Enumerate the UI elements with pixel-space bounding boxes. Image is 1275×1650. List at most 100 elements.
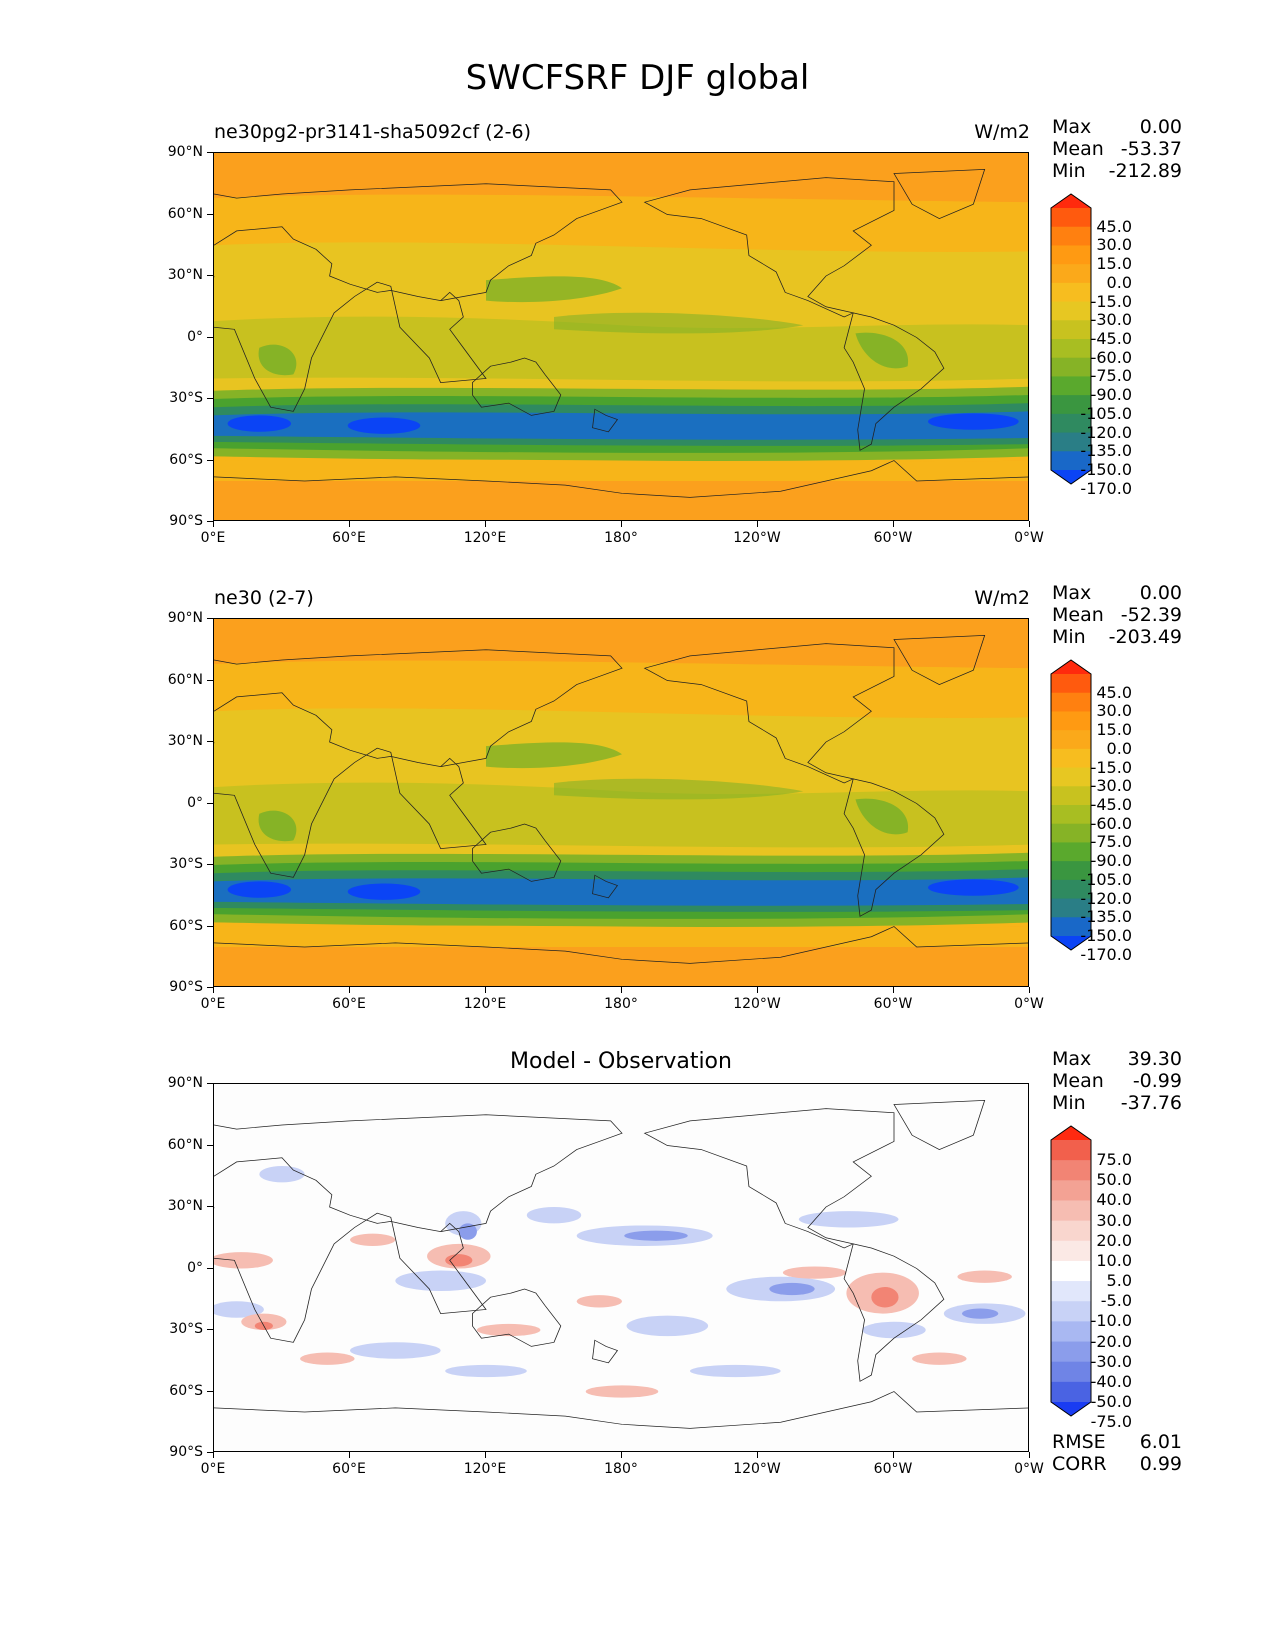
colorbar-outline (1050, 1125, 1092, 1417)
colorbar-bin (1051, 264, 1091, 284)
colorbar-bin (1051, 861, 1091, 881)
stat-min: Min -203.49 (1052, 626, 1182, 648)
colorbar-bin (1051, 1220, 1091, 1242)
coastline (214, 649, 623, 767)
lat-tick (207, 925, 213, 927)
colorbar-extend-bottom (1051, 1402, 1091, 1416)
colorbar-bin (1051, 1180, 1091, 1202)
colorbar-label: -15.0 (1090, 291, 1132, 311)
colorbar-label: -30.0 (1090, 776, 1132, 796)
colorbar-label: 30.0 (1096, 701, 1132, 721)
colorbar-label: -90.0 (1090, 851, 1132, 871)
colorbar-bin (1051, 1200, 1091, 1222)
lat-tick-label: 90°N (167, 610, 203, 626)
field-anomaly (350, 1342, 441, 1359)
field-anomaly (782, 1266, 847, 1279)
colorbar-label: 45.0 (1096, 682, 1132, 702)
lon-tick-label: 180° (604, 530, 638, 546)
colorbar-bin (1051, 301, 1091, 321)
field-anomaly (962, 1308, 999, 1319)
lat-tick-label: 0° (187, 328, 203, 345)
coastline (643, 643, 895, 784)
field-band (486, 742, 622, 769)
coastline (214, 1114, 623, 1232)
lat-tick-label: 30°S (169, 1321, 203, 1337)
stat-mean: Mean -53.37 (1052, 138, 1182, 160)
coastline (643, 1108, 895, 1249)
colorbar-label: -120.0 (1080, 888, 1132, 908)
lon-tick-label: 60°W (873, 530, 913, 546)
colorbar-label: -60.0 (1090, 347, 1132, 367)
colorbar-label: 40.0 (1096, 1190, 1132, 1210)
panel-2-title: ne30 (2-7) (214, 587, 314, 609)
lon-tick-label: 120°W (733, 1461, 781, 1477)
lon-tick-label: 60°W (873, 1461, 913, 1477)
colorbar-bin (1051, 413, 1091, 434)
lat-tick (207, 152, 213, 153)
colorbar-label: -30.0 (1090, 1351, 1132, 1371)
colorbar-outline (1050, 193, 1092, 485)
colorbar-label: 30.0 (1096, 235, 1132, 255)
colorbar-label: -135.0 (1080, 441, 1132, 461)
colorbar-bin (1051, 674, 1091, 694)
field-anomaly (476, 1323, 541, 1337)
panel-2-map (213, 618, 1029, 987)
panel-3-colorbar: 75.0 50.0 40.0 30.0 20.0 10.0 5.0 -5.0 -10.0 -20.… (1050, 1125, 1132, 1430)
colorbar-bin (1051, 1341, 1091, 1363)
lon-tick-label: 180° (604, 996, 638, 1012)
lat-tick-label: 60°S (169, 451, 203, 468)
lat-tick (207, 1452, 213, 1453)
colorbar-label: -90.0 (1090, 385, 1132, 405)
colorbar-bin (1051, 395, 1091, 415)
coastline (843, 778, 945, 917)
lon-tick (485, 1452, 486, 1458)
lon-tick-label: 120°W (733, 530, 781, 546)
lat-tick (207, 521, 213, 522)
panel-1-title: ne30pg2-pr3141-sha5092cf (2-6) (214, 121, 532, 143)
lon-tick (213, 521, 214, 527)
colorbar-bin (1051, 282, 1091, 303)
field-anomaly (259, 1166, 305, 1183)
stat-mean: Mean -0.99 (1052, 1070, 1182, 1092)
lat-tick (207, 987, 213, 988)
colorbar-bin (1051, 376, 1091, 396)
coastline (472, 357, 562, 416)
coastline (843, 1243, 945, 1382)
field-anomaly (241, 1313, 287, 1330)
colorbar-label: 15.0 (1096, 254, 1132, 274)
colorbar-label: -150.0 (1080, 460, 1132, 479)
colorbar-label: -40.0 (1090, 1371, 1132, 1391)
lon-tick (757, 521, 758, 527)
colorbar-bin (1051, 1160, 1091, 1181)
field-band (214, 782, 1028, 848)
field-anomaly (912, 1352, 967, 1365)
colorbar-label: 20.0 (1096, 1230, 1132, 1250)
panel-1-map-field (214, 153, 1028, 520)
colorbar-label: -75.0 (1090, 832, 1132, 852)
colorbar-bin (1051, 432, 1091, 452)
stat-mean: Mean -52.39 (1052, 604, 1182, 626)
colorbar-bin (1051, 823, 1091, 844)
field-anomaly (928, 413, 1019, 430)
colorbar-bin (1051, 842, 1091, 862)
lon-tick (213, 987, 214, 993)
coastline (214, 183, 623, 301)
lat-tick-label: 30°N (167, 1198, 203, 1214)
lon-tick (893, 1452, 894, 1458)
field-band (214, 411, 1028, 440)
lat-tick (207, 1267, 213, 1269)
coastline (214, 460, 1028, 498)
lat-tick (207, 398, 213, 399)
panel-1-units: W/m2 (974, 121, 1030, 143)
lat-tick (207, 741, 213, 742)
colorbar-label: 0.0 (1106, 738, 1132, 758)
colorbar-label: -120.0 (1080, 422, 1132, 442)
lon-tick-label: 0°E (200, 996, 226, 1012)
colorbar-label: -150.0 (1080, 926, 1132, 945)
colorbar-label: 45.0 (1096, 216, 1132, 236)
panel-2-colorbar: 45.0 30.0 15.0 0.0 -15.0 -30.0 -45.0 -60.0 -75.0… (1050, 659, 1132, 962)
colorbar-label: -75.0 (1090, 1412, 1132, 1432)
colorbar-bin (1051, 1260, 1091, 1282)
lon-tick (485, 521, 486, 527)
colorbar-graphic (1050, 1125, 1092, 1417)
